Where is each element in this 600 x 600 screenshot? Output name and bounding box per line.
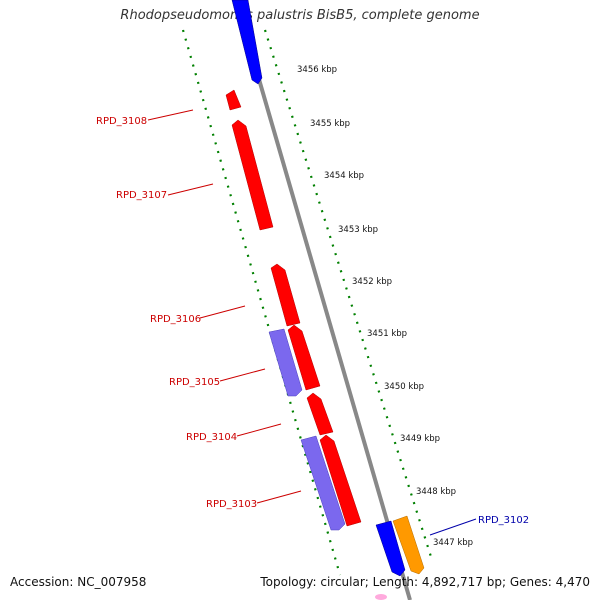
scale-label: 3452 kbp [352, 277, 392, 287]
gene-label-rpd3105[interactable]: RPD_3105 [169, 377, 220, 388]
scale-label: 3455 kbp [310, 119, 350, 129]
gene-rpd3105-fwd-feature[interactable] [287, 324, 321, 391]
scale-label: 3450 kbp [384, 382, 424, 392]
gene-rpd3107-feature[interactable] [231, 119, 274, 231]
gene-rpd3103-fwd-feature[interactable] [319, 434, 362, 527]
gene-label-rpd3108[interactable]: RPD_3108 [96, 116, 147, 127]
scale-label: 3453 kbp [338, 225, 378, 235]
inner-tick-ruler [181, 29, 342, 576]
scale-label: 3448 kbp [416, 487, 456, 497]
reverse-genes [268, 328, 346, 531]
scale-label: 3451 kbp [367, 329, 407, 339]
accession-text: Accession: NC_007958 [10, 575, 147, 589]
gene-partial-bottom [375, 594, 387, 600]
gene-labels: RPD_3108 RPD_3107 RPD_3106 RPD_3105 RPD_… [96, 109, 529, 536]
genome-summary-text: Topology: circular; Length: 4,892,717 bp… [260, 575, 590, 589]
gene-rpd3104-feature[interactable] [306, 392, 334, 436]
gene-label-rpd3106[interactable]: RPD_3106 [150, 314, 201, 325]
gene-top-blue-feature[interactable] [231, 0, 263, 85]
scale-labels: 3456 kbp 3455 kbp 3454 kbp 3453 kbp 3452… [297, 65, 473, 548]
scale-label: 3456 kbp [297, 65, 337, 75]
gene-label-rpd3104[interactable]: RPD_3104 [186, 432, 237, 443]
blue-genes [231, 0, 406, 577]
gene-rpd3108-feature[interactable] [225, 89, 242, 111]
scale-label: 3454 kbp [324, 171, 364, 181]
gene-rpd3102-blue-feature[interactable] [375, 520, 406, 577]
gene-rpd3102-feature[interactable] [392, 515, 425, 575]
scale-label: 3449 kbp [400, 434, 440, 444]
gene-rpd3103-rev-feature[interactable] [300, 435, 346, 531]
gene-label-rpd3107[interactable]: RPD_3107 [116, 190, 167, 201]
gene-label-rpd3102[interactable]: RPD_3102 [478, 515, 529, 526]
gene-rpd3105-rev-feature[interactable] [268, 328, 303, 397]
scale-label: 3447 kbp [433, 538, 473, 548]
forward-genes [225, 89, 362, 527]
gene-label-rpd3103[interactable]: RPD_3103 [206, 499, 257, 510]
gene-rpd3106-feature[interactable] [270, 263, 301, 327]
map-title: Rhodopseudomonas palustris BisB5, comple… [120, 8, 480, 23]
genome-backbone [234, 0, 412, 600]
